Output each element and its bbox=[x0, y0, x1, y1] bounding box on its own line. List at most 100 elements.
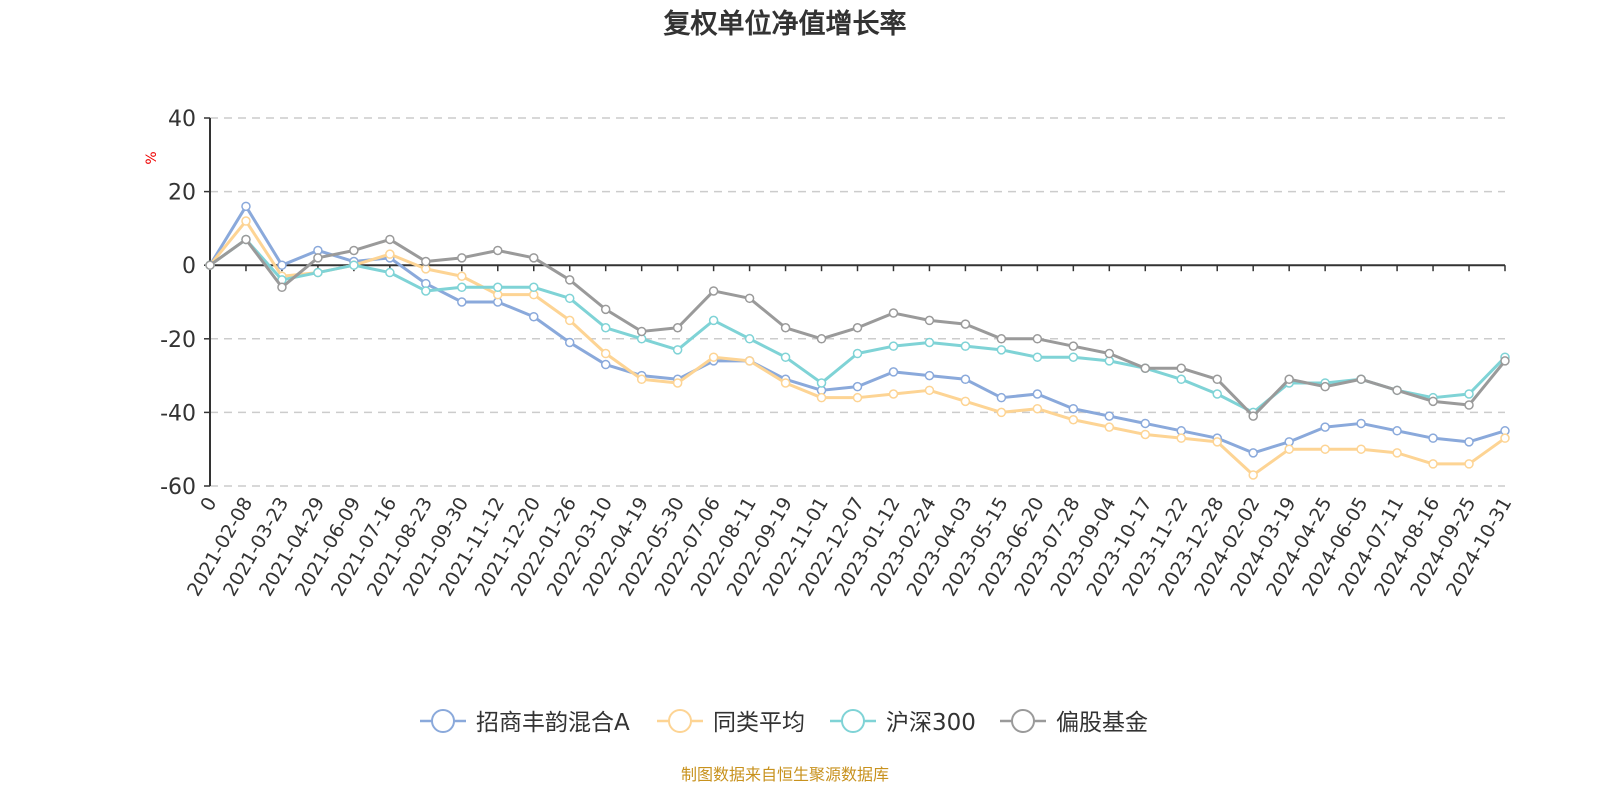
data-point bbox=[241, 234, 251, 245]
legend-label: 招商丰韵混合A bbox=[476, 710, 630, 736]
data-point bbox=[1284, 444, 1294, 454]
y-tick-label: -60 bbox=[160, 475, 196, 500]
data-point bbox=[1428, 459, 1438, 469]
data-point bbox=[1176, 374, 1186, 385]
data-point bbox=[1248, 411, 1258, 421]
series-line bbox=[208, 219, 1506, 477]
data-point bbox=[1392, 448, 1402, 458]
data-point bbox=[349, 245, 359, 256]
data-point bbox=[493, 282, 503, 293]
data-point bbox=[529, 253, 539, 263]
data-point bbox=[385, 249, 395, 259]
data-point bbox=[1068, 352, 1079, 362]
data-point bbox=[1068, 415, 1079, 425]
data-point bbox=[564, 275, 575, 285]
data-point bbox=[1140, 418, 1151, 429]
data-point bbox=[672, 345, 683, 355]
legend-label: 偏股基金 bbox=[1056, 710, 1148, 736]
data-point bbox=[1428, 396, 1438, 407]
data-point bbox=[564, 337, 575, 348]
data-point bbox=[349, 260, 359, 270]
series-3 bbox=[205, 234, 1510, 421]
data-point bbox=[852, 381, 863, 392]
data-point bbox=[529, 311, 539, 322]
data-point bbox=[1320, 422, 1330, 432]
data-point bbox=[744, 293, 755, 304]
data-point bbox=[1176, 363, 1186, 373]
data-point bbox=[672, 378, 683, 388]
data-point bbox=[385, 267, 395, 278]
data-point bbox=[744, 356, 755, 366]
legend-item[interactable]: 偏股基金 bbox=[1000, 709, 1148, 736]
legend: 招商丰韵混合A 同类平均 沪深300 偏股基金 bbox=[420, 709, 1148, 736]
data-point bbox=[780, 323, 791, 333]
data-point bbox=[1032, 403, 1043, 414]
data-point bbox=[313, 253, 323, 263]
data-point bbox=[1068, 403, 1079, 414]
data-point bbox=[277, 260, 287, 270]
legend-circle-icon bbox=[668, 709, 692, 733]
data-point bbox=[924, 385, 935, 396]
data-point bbox=[852, 348, 863, 359]
data-point bbox=[708, 352, 719, 362]
data-point bbox=[888, 341, 899, 351]
legend-item[interactable]: 招商丰韵混合A bbox=[420, 709, 630, 736]
data-point bbox=[1212, 437, 1222, 447]
data-point bbox=[241, 216, 251, 226]
data-point bbox=[1068, 341, 1079, 351]
data-point bbox=[457, 297, 467, 307]
data-point bbox=[708, 286, 719, 296]
data-point bbox=[1500, 433, 1510, 443]
legend-circle-icon bbox=[841, 709, 865, 733]
data-point bbox=[277, 282, 287, 293]
data-point bbox=[1356, 444, 1366, 454]
data-point bbox=[1464, 389, 1474, 399]
data-point bbox=[996, 392, 1007, 403]
data-point bbox=[564, 315, 575, 326]
data-point bbox=[1104, 411, 1115, 421]
data-point bbox=[1320, 381, 1330, 392]
data-point bbox=[816, 392, 827, 403]
series-group bbox=[205, 201, 1510, 480]
data-point bbox=[960, 319, 971, 329]
legend-item[interactable]: 沪深300 bbox=[830, 709, 976, 736]
data-point bbox=[996, 407, 1007, 418]
data-point bbox=[600, 323, 611, 333]
y-tick-label: 20 bbox=[168, 181, 196, 206]
data-point bbox=[1500, 356, 1510, 366]
data-point bbox=[888, 308, 899, 318]
data-point bbox=[205, 260, 215, 270]
legend-circle-icon bbox=[431, 709, 455, 733]
data-point bbox=[457, 282, 467, 293]
data-point bbox=[816, 334, 827, 344]
data-point bbox=[529, 282, 539, 293]
data-point bbox=[1212, 389, 1222, 399]
legend-item[interactable]: 同类平均 bbox=[657, 709, 805, 736]
x-tick-label: 0 bbox=[196, 494, 221, 515]
y-tick-label: -20 bbox=[160, 328, 196, 353]
chart-title: 复权单位净值增长率 bbox=[664, 8, 907, 40]
data-point bbox=[457, 271, 467, 281]
data-point bbox=[385, 234, 395, 245]
data-point bbox=[636, 326, 647, 337]
data-point bbox=[493, 245, 503, 256]
data-point bbox=[1284, 374, 1294, 385]
data-point bbox=[1248, 470, 1258, 480]
data-point bbox=[421, 286, 431, 296]
data-point bbox=[924, 370, 935, 381]
data-point bbox=[1140, 429, 1151, 440]
source-note: 制图数据来自恒生聚源数据库 bbox=[681, 765, 889, 784]
data-point bbox=[996, 345, 1007, 355]
data-point bbox=[780, 352, 791, 362]
data-point bbox=[708, 315, 719, 326]
data-point bbox=[1032, 389, 1043, 399]
legend-label: 同类平均 bbox=[713, 710, 805, 736]
y-tick-label: -40 bbox=[160, 401, 196, 426]
data-point bbox=[816, 378, 827, 388]
data-point bbox=[852, 392, 863, 403]
data-point bbox=[1140, 363, 1151, 373]
data-point bbox=[1320, 444, 1330, 454]
data-point bbox=[960, 341, 971, 351]
data-point bbox=[888, 389, 899, 399]
